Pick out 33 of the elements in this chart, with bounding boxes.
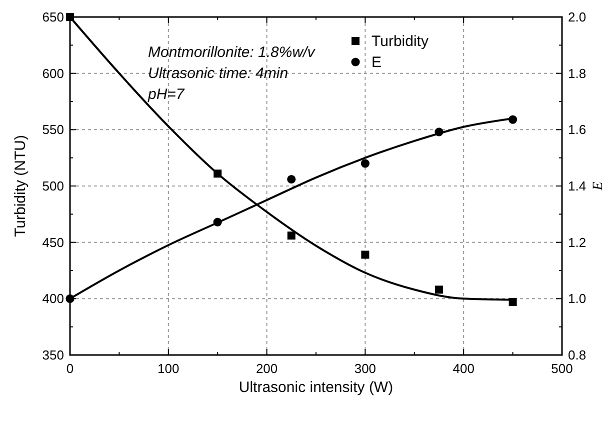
x-tick-label: 500 <box>551 361 573 376</box>
y-tick-label: 600 <box>42 66 64 81</box>
y2-axis-title: E <box>591 181 606 192</box>
point <box>287 232 296 240</box>
annotation: Ultrasonic time: 4min <box>148 65 288 82</box>
y-tick-label: 500 <box>42 178 64 194</box>
x-tick-label: 200 <box>256 361 278 376</box>
point <box>287 174 296 184</box>
annotation: Montmorillonite: 1.8%w/v <box>148 44 316 61</box>
y2-tick-label: 1.6 <box>568 122 586 138</box>
y-tick-label: 450 <box>42 234 64 250</box>
y-axis-title: Turbidity (NTU) <box>12 135 29 237</box>
y2-tick-label: 1.0 <box>568 291 586 306</box>
y-tick-label: 650 <box>42 10 64 24</box>
y2-tick-label: 1.8 <box>568 66 586 81</box>
y2-tick-label: 1.4 <box>568 178 586 194</box>
legend-label: E <box>372 54 382 71</box>
y2-tick-label: 0.8 <box>568 348 586 362</box>
y-tick-label: 550 <box>42 122 64 138</box>
point <box>360 159 370 168</box>
point <box>435 286 443 294</box>
x-tick-label: 100 <box>158 361 180 376</box>
annotation: pH=7 <box>147 86 185 103</box>
point <box>361 250 370 259</box>
y2-tick-label: 2.0 <box>568 10 586 24</box>
y-tick-label: 400 <box>42 291 64 306</box>
y2-tick-label: 1.2 <box>568 234 586 250</box>
x-axis-title: Ultrasonic intensity (W) <box>238 379 394 396</box>
x-tick-label: 300 <box>354 361 376 376</box>
x-tick-label: 400 <box>452 361 474 376</box>
y-tick-label: 350 <box>42 348 64 362</box>
legend-label: Turbidity <box>372 33 429 50</box>
x-tick-label: 0 <box>66 361 74 376</box>
